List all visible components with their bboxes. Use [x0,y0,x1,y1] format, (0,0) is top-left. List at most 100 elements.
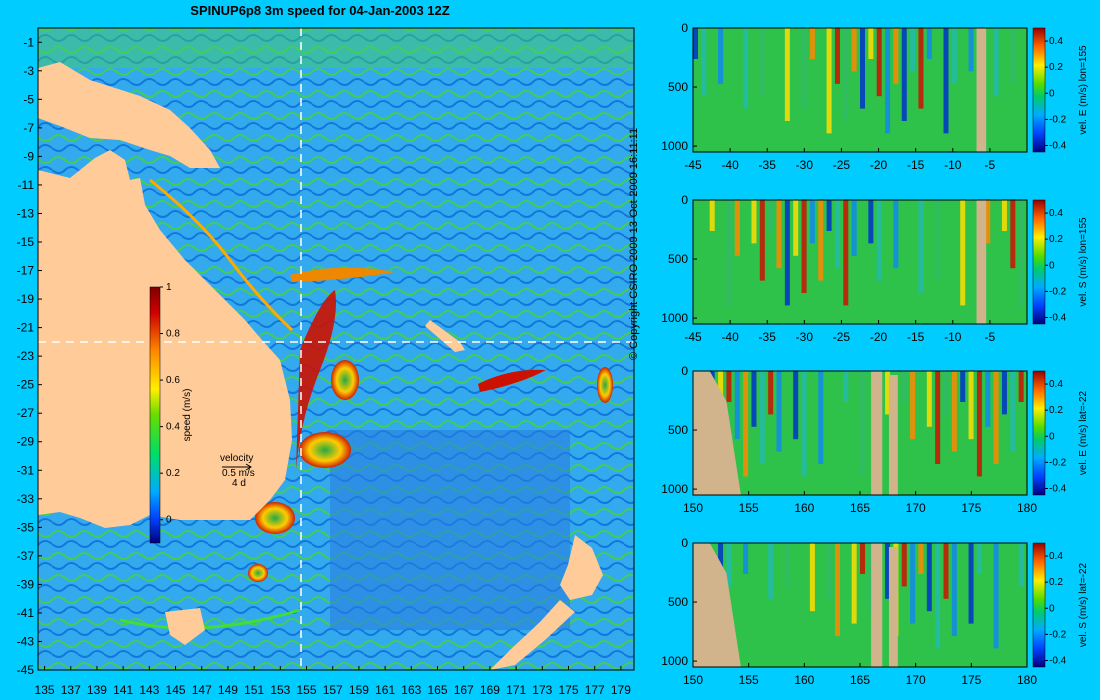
map-x-tick-label: 135 [35,683,55,697]
velocity-key-title: velocity [220,453,253,464]
section-band [834,200,840,269]
section-band [860,28,866,109]
section-band [885,543,891,599]
map-y-tick-label: -1 [23,35,34,49]
section-band [701,28,707,97]
section-y-tick-label: 500 [668,80,688,94]
tasmania [165,608,205,645]
section-colorbar-tick-label: 0.4 [1049,551,1063,562]
map-x-tick-label: 149 [218,683,238,697]
map-x-tick-label: 175 [558,683,578,697]
section-band [951,28,957,84]
section-band [993,543,999,649]
section-band [759,371,765,464]
section-band [826,543,832,599]
map-frame [37,27,635,671]
map-x-ticks: 135 137 139 141 143 145 147 149 151 153 155 157 159 1… [35,666,631,697]
section-band [926,28,932,59]
section-band [851,543,857,624]
section-x-tick-label: 180 [1017,501,1037,515]
map-y-tick-label: -19 [17,292,35,306]
section-x-tick-label: 160 [794,501,814,515]
section-band [693,543,699,612]
section-band [993,28,999,97]
section-band [926,371,932,427]
nz-south [490,600,575,670]
section-band [734,200,740,256]
section-colorbar [1032,370,1046,496]
section-y-tick-label: 0 [681,364,688,378]
section-band [910,543,916,624]
section-land [871,371,883,495]
new-caledonia [425,320,465,352]
section-x-tick-label: -5 [985,158,996,172]
colorbar-tick-label: 0.6 [166,375,180,386]
section-colorbar-tick-label: 0.2 [1049,234,1063,245]
colorbar-label: speed (m/s) [182,389,193,442]
section-band [718,371,724,452]
section-colorbar-tick-label: 0.2 [1049,577,1063,588]
section-colorbar-tick-label: -0.2 [1049,114,1067,125]
section-ylabel: vel. E (m/s) lat=-22 [1078,390,1089,475]
section-land [888,375,898,495]
section-colorbar-tick-label: 0.4 [1049,208,1063,219]
section-band [726,371,732,402]
section-band [743,371,749,477]
speed-colorbar-ticks: 1 0.8 0.6 0.4 0.2 0 [160,282,180,526]
map-x-tick-label: 137 [61,683,81,697]
section-x-tick-label: 170 [906,501,926,515]
section-band [751,371,757,427]
section-x-tick-label: 175 [961,673,981,687]
section-x-tick-label: 170 [906,673,926,687]
colorbar-tick-label: 1 [166,282,172,293]
section-band [743,28,749,109]
section-band [1018,543,1024,587]
section-band [985,371,991,427]
section-frame [692,542,1028,668]
map-x-tick-label: 173 [532,683,552,697]
section-x-tick-label: -15 [907,330,925,344]
section-x-tick-label: 165 [850,501,870,515]
section-x-tick-label: -25 [833,158,851,172]
section-x-tick-label: -45 [684,330,702,344]
section-band [801,200,807,293]
section-y-tick-label: 0 [681,536,688,550]
section-band [801,28,807,109]
section-field [693,28,1027,152]
section-band [793,200,799,256]
map-y-tick-label: -33 [17,492,35,506]
section-band [851,200,857,256]
section-band [701,371,707,464]
section-colorbar-tick-label: 0 [1049,603,1055,614]
section-colorbar-tick-label: 0.2 [1049,405,1063,416]
section-band [976,371,982,477]
velocity-key-scale: 0.5 m/s [222,468,255,479]
section-band [834,28,840,84]
section-band [1010,200,1016,269]
section-band [843,200,849,306]
map-x-tick-label: 163 [401,683,421,697]
section-band [976,200,982,293]
section-band [809,543,815,612]
section-x-tick-label: -25 [833,330,851,344]
section-colorbar-tick-label: -0.2 [1049,629,1067,640]
section-colorbar-tick-label: 0.2 [1049,62,1063,73]
map-y-tick-label: -29 [17,435,35,449]
section-band [976,543,982,574]
section-x-tick-label: -35 [759,330,777,344]
section-x-tick-label: -40 [721,330,739,344]
section-band [726,543,732,587]
section-band [776,371,782,452]
section-band [751,200,757,244]
speed-map: 135 137 139 141 143 145 147 149 151 153 155 157 159 1… [17,27,635,697]
map-y-tick-label: -11 [18,178,35,192]
section-x-tick-label: 155 [739,501,759,515]
map-y-tick-label: -41 [17,606,35,620]
section-land [888,547,898,667]
section-x-tick-label: -10 [944,158,962,172]
section-band [960,200,966,306]
section-band [709,200,715,231]
section-band [918,28,924,109]
section-band [910,371,916,440]
section-band [893,200,899,269]
